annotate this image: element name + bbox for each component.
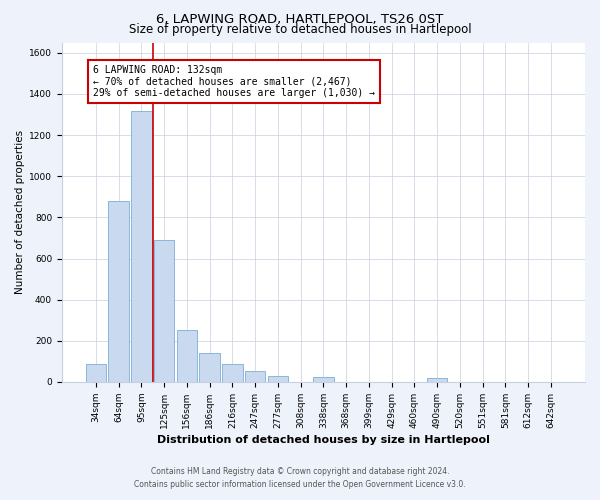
Bar [199, 352, 220, 382]
Bar [222, 364, 242, 382]
X-axis label: Distribution of detached houses by size in Hartlepool: Distribution of detached houses by size … [157, 435, 490, 445]
Bar [131, 112, 152, 382]
Bar [245, 370, 265, 382]
Bar [427, 378, 448, 382]
Text: 6, LAPWING ROAD, HARTLEPOOL, TS26 0ST: 6, LAPWING ROAD, HARTLEPOOL, TS26 0ST [157, 12, 443, 26]
Bar [86, 364, 106, 382]
Bar [154, 240, 175, 382]
Bar [109, 201, 129, 382]
Bar [313, 377, 334, 382]
Y-axis label: Number of detached properties: Number of detached properties [15, 130, 25, 294]
Bar [176, 330, 197, 382]
Bar [268, 376, 288, 382]
Text: Size of property relative to detached houses in Hartlepool: Size of property relative to detached ho… [128, 22, 472, 36]
Text: 6 LAPWING ROAD: 132sqm
← 70% of detached houses are smaller (2,467)
29% of semi-: 6 LAPWING ROAD: 132sqm ← 70% of detached… [93, 64, 375, 98]
Text: Contains HM Land Registry data © Crown copyright and database right 2024.
Contai: Contains HM Land Registry data © Crown c… [134, 468, 466, 489]
